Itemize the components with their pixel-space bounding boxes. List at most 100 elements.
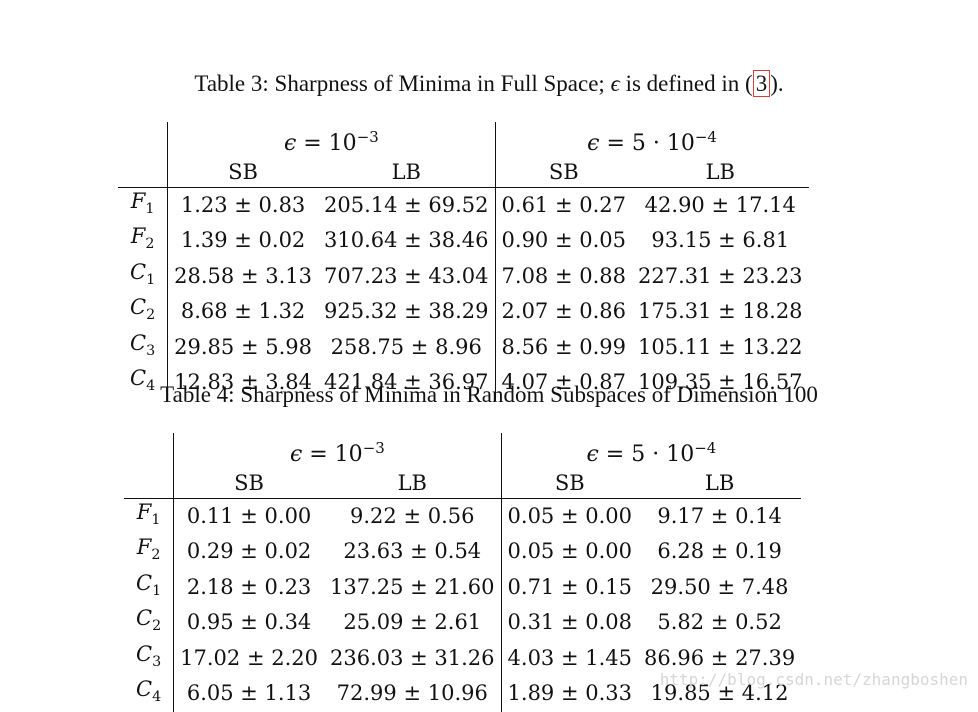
- table-cell: 12.83 ± 3.84: [167, 365, 318, 401]
- table-row: C3 29.85 ± 5.98 258.75 ± 8.96 8.56 ± 0.9…: [118, 329, 809, 366]
- table4-group-header-1: ϵ = 10−3: [173, 433, 502, 471]
- table-row: F1 0.11 ± 0.00 9.22 ± 0.56 0.05 ± 0.00 9…: [124, 498, 801, 535]
- table-cell: 28.58 ± 3.13: [167, 258, 318, 295]
- table3-group-header-2: ϵ = 5 · 10−4: [494, 122, 809, 160]
- table-cell: 42.90 ± 17.14: [644, 192, 796, 217]
- table3-col-header: LB: [317, 159, 496, 188]
- table-cell: 0.29 ± 0.02: [173, 534, 324, 570]
- table-cell: 23.63 ± 0.54: [343, 539, 482, 564]
- table-cell: 137.25 ± 21.60: [329, 574, 495, 599]
- table-cell: 4.07 ± 0.87: [494, 365, 632, 401]
- table3-group2-exp: −4: [694, 128, 717, 146]
- table-cell: 25.09 ± 2.61: [343, 610, 482, 635]
- table-cell: 925.32 ± 38.29: [323, 299, 489, 324]
- table-cell: 0.61 ± 0.27: [494, 187, 632, 224]
- table-row: C1 2.18 ± 0.23 137.25 ± 21.60 0.71 ± 0.1…: [124, 569, 801, 606]
- table-cell: 8.56 ± 0.99: [494, 329, 632, 366]
- watermark: http://blog.csdn.net/zhangboshen: [659, 670, 968, 689]
- row-label: C2: [130, 295, 156, 324]
- table4-corner-2: [124, 470, 174, 499]
- table-cell: 2.18 ± 0.23: [173, 569, 324, 606]
- table4-group-header-2: ϵ = 5 · 10−4: [500, 433, 802, 471]
- table-cell: 236.03 ± 31.26: [329, 645, 495, 670]
- table3-caption-prefix: Table 3: Sharpness of Minima in Full Spa…: [194, 71, 611, 96]
- table-cell: 205.14 ± 69.52: [323, 192, 489, 217]
- row-label: C1: [130, 259, 156, 288]
- table4-caption: Table 4: Sharpness of Minima in Random S…: [160, 382, 818, 407]
- table-cell: 6.28 ± 0.19: [657, 539, 782, 564]
- table3: ϵ = 10−3 ϵ = 5 · 10−4 SB LB SB LB F1 1.2…: [118, 122, 809, 401]
- table-cell: 9.22 ± 0.56: [350, 503, 475, 528]
- table-cell: 17.02 ± 2.20: [173, 640, 324, 677]
- row-label: F2: [130, 224, 155, 253]
- table4-col-header: SB: [500, 470, 638, 499]
- table-cell: 109.35 ± 16.57: [638, 370, 803, 395]
- table-cell: 0.71 ± 0.15: [500, 569, 638, 606]
- table-cell: 0.11 ± 0.00: [173, 498, 324, 535]
- table-cell: 175.31 ± 18.28: [638, 299, 803, 324]
- table-cell: 1.23 ± 0.83: [167, 187, 318, 224]
- table-cell: 258.75 ± 8.96: [330, 334, 482, 359]
- row-label: C1: [136, 570, 162, 599]
- table3-group1-exp: −3: [356, 128, 379, 146]
- table4-group1-eq: = 10: [302, 442, 363, 468]
- row-label: C3: [130, 330, 156, 359]
- table4-column-header-row: SB LB SB LB: [124, 470, 802, 499]
- table4-col-header: SB: [173, 470, 324, 499]
- table-cell: 6.05 ± 1.13: [173, 676, 324, 712]
- table-row: C2 8.68 ± 1.32 925.32 ± 38.29 2.07 ± 0.8…: [118, 294, 809, 330]
- table-cell: 0.05 ± 0.00: [500, 498, 638, 535]
- table-row: C1 28.58 ± 3.13 707.23 ± 43.04 7.08 ± 0.…: [118, 258, 809, 295]
- table-cell: 93.15 ± 6.81: [651, 228, 790, 253]
- row-label: F1: [130, 188, 155, 217]
- table4-group1-symbol: ϵ: [289, 442, 303, 468]
- table4-col-header: LB: [638, 470, 802, 499]
- table-cell: 310.64 ± 38.46: [323, 228, 489, 253]
- table3-caption-epsilon: ϵ: [610, 71, 620, 96]
- table3-group1-eq: = 10: [296, 131, 357, 157]
- table-cell: 0.95 ± 0.34: [173, 605, 324, 641]
- table-row: F2 0.29 ± 0.02 23.63 ± 0.54 0.05 ± 0.00 …: [124, 534, 801, 570]
- table-row: C2 0.95 ± 0.34 25.09 ± 2.61 0.31 ± 0.08 …: [124, 605, 801, 641]
- table3-equation-ref-link[interactable]: 3: [752, 70, 771, 97]
- table3-group-header-1: ϵ = 10−3: [167, 122, 496, 160]
- table-row: C3 17.02 ± 2.20 236.03 ± 31.26 4.03 ± 1.…: [124, 640, 801, 677]
- table4-group2-exp: −4: [694, 439, 717, 457]
- table-cell: 29.85 ± 5.98: [167, 329, 318, 366]
- table4-col-header: LB: [323, 470, 502, 499]
- table-row: F2 1.39 ± 0.02 310.64 ± 38.46 0.90 ± 0.0…: [118, 223, 809, 259]
- table-cell: 105.11 ± 13.22: [638, 334, 803, 359]
- table-cell: 0.05 ± 0.00: [500, 534, 638, 570]
- table-cell: 1.39 ± 0.02: [167, 223, 318, 259]
- table-cell: 8.68 ± 1.32: [167, 294, 318, 330]
- table-cell: 227.31 ± 23.23: [638, 263, 803, 288]
- table4-group2-symbol: ϵ: [586, 442, 599, 468]
- row-label: C4: [130, 366, 156, 395]
- row-label: C2: [136, 606, 162, 635]
- table-cell: 1.89 ± 0.33: [500, 676, 638, 712]
- table3-corner-2: [118, 159, 168, 188]
- table-cell: 2.07 ± 0.86: [494, 294, 632, 330]
- table-cell: 5.82 ± 0.52: [657, 610, 782, 635]
- table-cell: 707.23 ± 43.04: [323, 263, 489, 288]
- table-cell: 0.31 ± 0.08: [500, 605, 638, 641]
- table3-group2-eq: = 5 · 10: [599, 131, 695, 157]
- table4-group-header-row: ϵ = 10−3 ϵ = 5 · 10−4: [124, 433, 802, 471]
- table3-group-header-row: ϵ = 10−3 ϵ = 5 · 10−4: [118, 122, 809, 160]
- table3-caption-mid: is defined in (: [619, 71, 753, 96]
- table-cell: 9.17 ± 0.14: [657, 503, 782, 528]
- table-cell: 29.50 ± 7.48: [650, 574, 789, 599]
- row-label: F2: [136, 535, 161, 564]
- table-row: F1 1.23 ± 0.83 205.14 ± 69.52 0.61 ± 0.2…: [118, 187, 809, 224]
- table3-column-header-row: SB LB SB LB: [118, 159, 809, 188]
- table3-col-header: SB: [167, 159, 318, 188]
- table4-group1-exp: −3: [362, 439, 385, 457]
- table-cell: 4.03 ± 1.45: [500, 640, 638, 677]
- table-cell: 7.08 ± 0.88: [494, 258, 632, 295]
- table3-group2-symbol: ϵ: [587, 131, 600, 157]
- row-label: C3: [136, 641, 162, 670]
- table3-group1-symbol: ϵ: [283, 131, 297, 157]
- table-row: C4 12.83 ± 3.84 421.84 ± 36.97 4.07 ± 0.…: [118, 365, 809, 401]
- table3-corner: [118, 122, 168, 159]
- table-cell: 0.90 ± 0.05: [494, 223, 632, 259]
